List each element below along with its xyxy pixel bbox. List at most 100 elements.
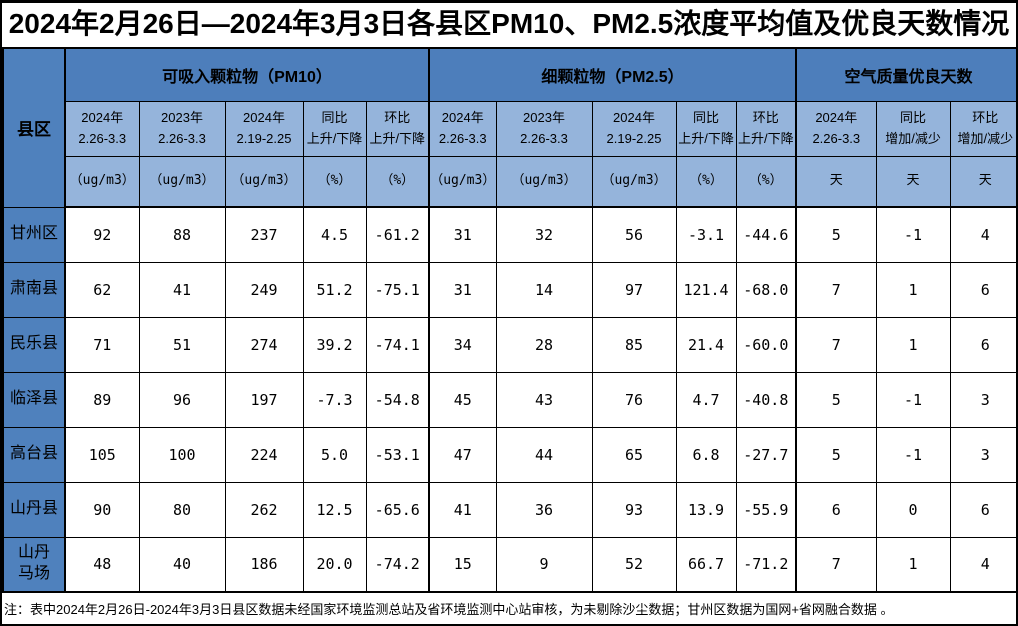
- data-cell: 5.0: [302, 426, 367, 483]
- data-cell: 249: [224, 261, 304, 318]
- data-cell: 20.0: [302, 536, 367, 593]
- column-header-line2: 2.19-2.25: [236, 130, 292, 146]
- column-header: 2024年 2.26-3.3: [64, 100, 140, 157]
- data-cell: 5: [795, 426, 877, 483]
- data-cell: 7: [795, 316, 877, 373]
- county-cell: 山丹县: [2, 481, 66, 538]
- table-row: 山丹县 90 80 262 12.5 -65.6 41 36 93 13.9 -55.9 6 0 6: [2, 481, 1016, 538]
- data-cell: 13.9: [675, 481, 737, 538]
- column-header-line1: 环比: [752, 110, 779, 126]
- column-header: 2024年 2.26-3.3: [795, 100, 877, 157]
- data-cell: 40: [138, 536, 226, 593]
- column-header-line2: 2.26-3.3: [812, 130, 861, 146]
- data-cell: 65: [591, 426, 677, 483]
- table-row: 甘州区 92 88 237 4.5 -61.2 31 32 56 -3.1 -44.6 5 -1 4: [2, 206, 1016, 263]
- data-cell: -71.2: [735, 536, 797, 593]
- data-cell: 47: [428, 426, 497, 483]
- data-cell: 224: [224, 426, 304, 483]
- column-header-line2: 2.26-3.3: [158, 130, 206, 146]
- footnote: 注：表中2024年2月26日-2024年3月3日县区数据未经国家环境监测总站及省…: [4, 602, 894, 617]
- data-cell: 4.7: [675, 371, 737, 428]
- data-cell: 51: [138, 316, 226, 373]
- data-cell: 1: [875, 536, 951, 593]
- table-row: 肃南县 62 41 249 51.2 -75.1 31 14 97 121.4 -68.0 7 1 6: [2, 261, 1016, 318]
- column-header: 2024年 2.26-3.3: [428, 100, 497, 157]
- data-cell: 262: [224, 481, 304, 538]
- data-cell: -55.9: [735, 481, 797, 538]
- data-cell: 97: [591, 261, 677, 318]
- county-cell: 临泽县: [2, 371, 66, 428]
- column-header-line1: 环比: [384, 110, 411, 126]
- data-cell: 52: [591, 536, 677, 593]
- data-cell: 34: [428, 316, 497, 373]
- data-cell: 121.4: [675, 261, 737, 318]
- data-cell: 105: [64, 426, 140, 483]
- data-cell: -68.0: [735, 261, 797, 318]
- data-cell: -74.1: [365, 316, 430, 373]
- data-cell: 6.8: [675, 426, 737, 483]
- data-cell: -53.1: [365, 426, 430, 483]
- data-cell: 12.5: [302, 481, 367, 538]
- data-cell: 3: [949, 426, 1016, 483]
- section-header: 可吸入颗粒物（PM10）: [63, 47, 430, 102]
- data-cell: 41: [138, 261, 226, 318]
- data-cell: 48: [64, 536, 140, 593]
- data-cell: 56: [591, 206, 677, 263]
- column-header-line1: 同比: [693, 110, 720, 126]
- unit-header: （%）: [302, 155, 367, 208]
- column-header: 环比 增加/减少: [949, 100, 1016, 157]
- table-row: 山丹 马场 48 40 186 20.0 -74.2 15 9 52 66.7 -71.2 7 1 4: [2, 536, 1016, 593]
- data-cell: 4: [949, 536, 1016, 593]
- county-cell: 高台县: [2, 426, 66, 483]
- unit-header: 天: [875, 155, 951, 208]
- data-cell: 89: [64, 371, 140, 428]
- data-cell: 1: [875, 261, 951, 318]
- data-cell: 100: [138, 426, 226, 483]
- data-cell: 6: [795, 481, 877, 538]
- column-header-line1: 2024年: [81, 110, 124, 126]
- unit-header: 天: [795, 155, 877, 208]
- unit-header: （ug/m3）: [224, 155, 304, 208]
- data-cell: 90: [64, 481, 140, 538]
- data-cell: 88: [138, 206, 226, 263]
- data-cell: 43: [495, 371, 593, 428]
- page-title: 2024年2月26日—2024年3月3日各县区PM10、PM2.5浓度平均值及优…: [8, 8, 1010, 39]
- data-cell: -74.2: [365, 536, 430, 593]
- column-header-line2: 2.26-3.3: [78, 130, 127, 146]
- column-header-line2: 增加/减少: [957, 130, 1014, 146]
- data-cell: 6: [949, 481, 1016, 538]
- table-row: 高台县 105 100 224 5.0 -53.1 47 44 65 6.8 -27.7 5 -1 3: [2, 426, 1016, 483]
- data-cell: 1: [875, 316, 951, 373]
- data-cell: 76: [591, 371, 677, 428]
- data-cell: 80: [138, 481, 226, 538]
- data-cell: 9: [495, 536, 593, 593]
- county-cell: 民乐县: [2, 316, 66, 373]
- data-cell: 0: [875, 481, 951, 538]
- column-header: 同比 上升/下降: [302, 100, 367, 157]
- unit-header: （ug/m3）: [495, 155, 593, 208]
- data-cell: 15: [428, 536, 497, 593]
- column-header-line2: 上升/下降: [369, 130, 426, 146]
- data-cell: -44.6: [735, 206, 797, 263]
- unit-header: 天: [949, 155, 1016, 208]
- data-cell: 32: [495, 206, 593, 263]
- data-cell: 62: [64, 261, 140, 318]
- data-cell: 66.7: [675, 536, 737, 593]
- column-header: 2023年 2.26-3.3: [138, 100, 226, 157]
- column-header-line2: 2.26-3.3: [438, 130, 487, 146]
- county-cell: 山丹 马场: [2, 536, 66, 593]
- data-cell: 21.4: [675, 316, 737, 373]
- data-cell: -75.1: [365, 261, 430, 318]
- data-cell: -1: [875, 371, 951, 428]
- unit-header: （ug/m3）: [591, 155, 677, 208]
- column-header-line2: 上升/下降: [306, 130, 363, 146]
- column-header: 环比上升/下降: [365, 100, 430, 157]
- unit-header: （ug/m3）: [428, 155, 497, 208]
- data-cell: 7: [795, 536, 877, 593]
- data-cell: 197: [224, 371, 304, 428]
- data-cell: 7: [795, 261, 877, 318]
- data-cell: 93: [591, 481, 677, 538]
- data-cell: 6: [949, 316, 1016, 373]
- data-cell: 237: [224, 206, 304, 263]
- unit-header: （%）: [735, 155, 797, 208]
